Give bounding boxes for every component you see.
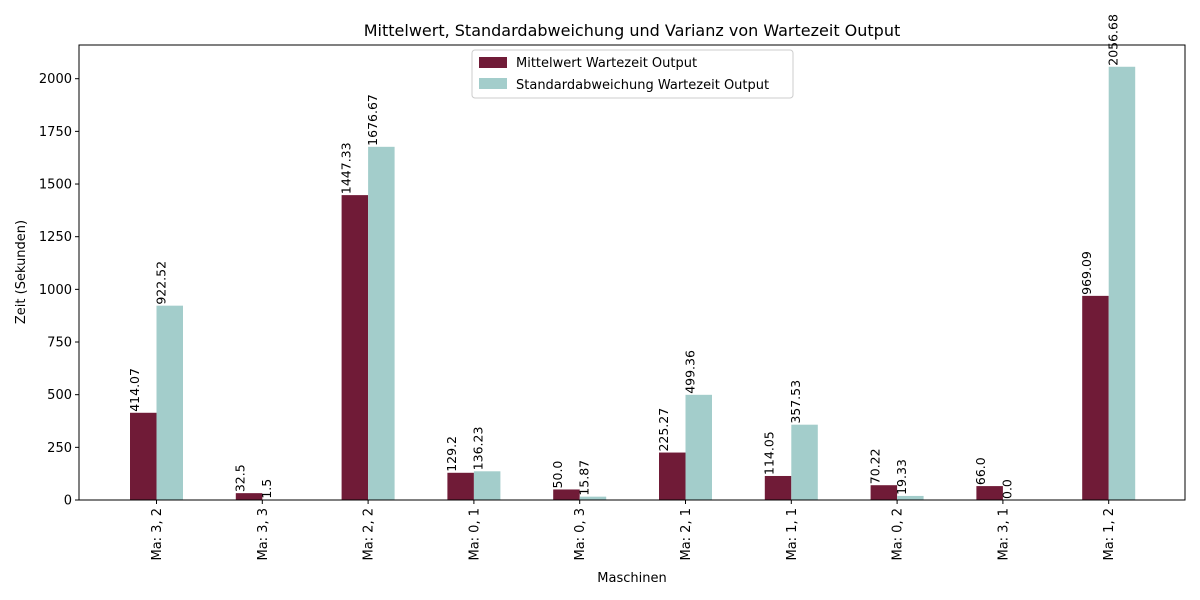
data-label-mittelwert: 114.05 [762,431,777,475]
data-label-standardabweichung: 15.87 [576,460,591,496]
data-label-standardabweichung: 19.33 [894,459,909,495]
x-tick-label: Ma: 3, 1 [996,508,1011,561]
data-label-mittelwert: 225.27 [656,408,671,452]
plot-area: 0 250 500 750 1000 1250 1500 1750 2000 414.07 922.… [39,14,1136,561]
data-label-mittelwert: 969.09 [1079,251,1094,295]
bar-standardabweichung [897,495,924,500]
x-tick-label: Ma: 1, 1 [785,508,800,561]
bar-standardabweichung [368,146,395,501]
x-tick-label: Ma: 3, 3 [256,508,271,561]
bar-mittelwert [130,412,157,500]
y-tick-label: 1500 [39,178,72,193]
x-tick-label: Ma: 0, 2 [891,508,906,561]
bar-standardabweichung [791,424,818,500]
data-label-mittelwert: 414.07 [127,368,142,412]
bar-mittelwert [447,472,474,500]
data-label-standardabweichung: 136.23 [471,427,486,471]
data-label-mittelwert: 129.2 [444,436,459,472]
bar-mittelwert [341,195,369,500]
data-label-standardabweichung: 357.53 [788,380,803,424]
data-label-standardabweichung: 1676.67 [365,94,380,146]
y-tick-label: 2000 [39,72,72,87]
bar-mittelwert [870,485,898,500]
bar-standardabweichung [156,305,183,500]
y-tick-label: 1750 [39,125,72,140]
data-label-mittelwert: 32.5 [233,464,248,492]
x-axis-label: Maschinen [597,571,666,586]
bar-standardabweichung [579,496,607,500]
x-tick-label: Ma: 2, 1 [679,508,694,561]
bar-standardabweichung [1108,66,1136,501]
data-label-mittelwert: 50.0 [550,461,565,489]
y-axis-label: Zeit (Sekunden) [14,220,29,324]
y-tick-label: 750 [47,336,72,351]
plot-frame [78,44,1186,501]
data-label-standardabweichung: 1.5 [259,479,274,499]
legend-swatch-mittelwert [479,57,507,68]
y-tick-label: 1000 [39,283,72,298]
data-label-mittelwert: 70.22 [867,448,882,484]
bar-mittelwert [659,452,686,500]
data-label-mittelwert: 1447.33 [338,142,353,194]
bar-mittelwert [976,486,1003,500]
legend-swatch-standardabweichung [479,78,507,89]
x-tick-label: Ma: 0, 3 [573,508,588,561]
data-label-standardabweichung: 0.0 [1000,479,1015,499]
bar-mittelwert [764,475,792,500]
bar-mittelwert [553,489,580,500]
data-label-standardabweichung: 2056.68 [1105,14,1120,66]
y-tick-label: 1250 [39,230,72,245]
y-tick-label: 0 [64,494,72,509]
bar-mittelwert [235,493,263,500]
legend-label-standardabweichung: Standardabweichung Wartezeit Output [516,78,769,93]
legend: Mittelwert Wartezeit Output Standardabwe… [471,49,794,99]
legend-frame [471,49,794,99]
bar-standardabweichung [473,471,501,500]
x-tick-label: Ma: 2, 2 [362,508,377,561]
legend-label-mittelwert: Mittelwert Wartezeit Output [516,56,697,71]
y-tick-label: 250 [47,441,72,456]
data-label-mittelwert: 66.0 [973,457,988,485]
data-label-standardabweichung: 922.52 [153,261,168,305]
bar-standardabweichung [685,394,712,500]
chart-title: Mittelwert, Standardabweichung und Varia… [364,21,901,40]
y-tick-label: 500 [47,388,72,403]
bar-mittelwert [1082,295,1109,500]
x-tick-label: Ma: 0, 1 [467,508,482,561]
x-tick-label: Ma: 3, 2 [150,508,165,561]
x-tick-label: Ma: 1, 2 [1102,508,1117,561]
data-label-standardabweichung: 499.36 [682,350,697,394]
